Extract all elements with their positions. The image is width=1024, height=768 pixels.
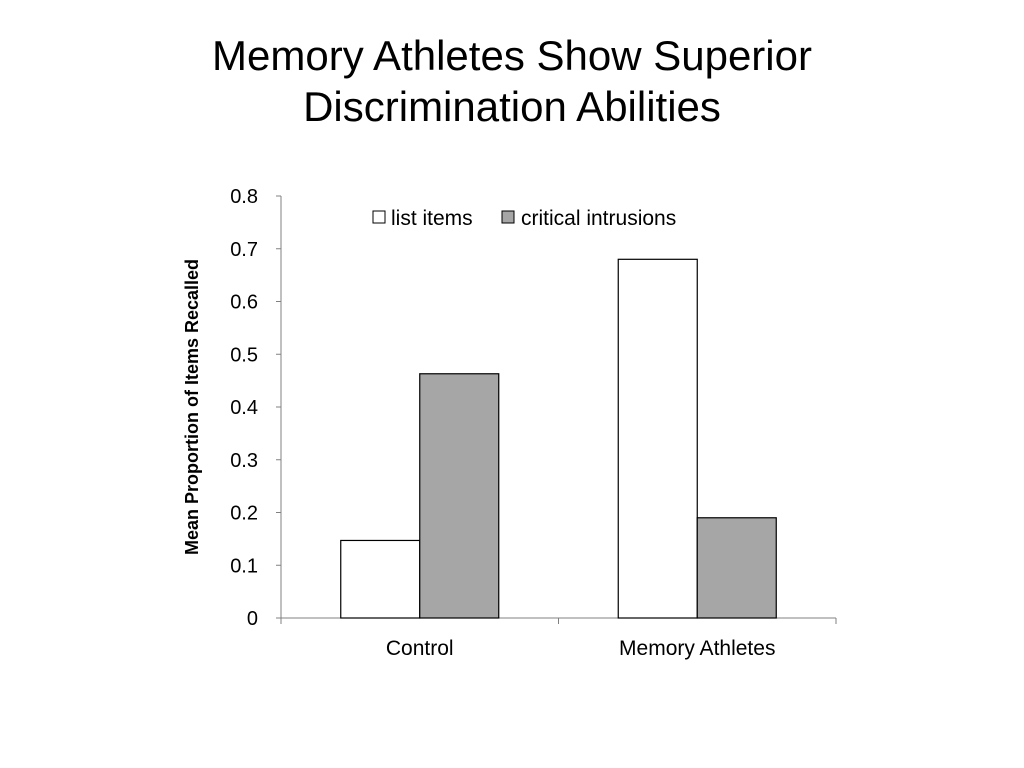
- legend-label: critical intrusions: [521, 207, 676, 230]
- y-axis-label: Mean Proportion of Items Recalled: [182, 259, 202, 555]
- bar-critical-intrusions: [419, 373, 500, 619]
- y-tick-label: 0.6: [230, 292, 258, 314]
- x-category-label: Control: [386, 637, 454, 660]
- slide-title: Memory Athletes Show Superior Discrimina…: [0, 30, 1024, 132]
- legend-swatch: [501, 210, 515, 224]
- slide-title-line-2: Discrimination Abilities: [303, 83, 721, 130]
- y-tick-label: 0.4: [230, 397, 258, 419]
- y-tick-label: 0.3: [230, 450, 258, 472]
- slide-title-line-1: Memory Athletes Show Superior: [212, 32, 812, 79]
- y-axis: 0 0.1 0.2 0.3 0.4 0.5 0.6 0.7 0.8: [230, 186, 282, 630]
- bar-critical-intrusions: [696, 517, 777, 619]
- y-tick-label: 0: [247, 608, 258, 630]
- x-category-label: Memory Athletes: [619, 637, 775, 660]
- y-tick-label: 0.1: [230, 555, 258, 577]
- x-axis: Control Memory Athletes: [280, 617, 837, 660]
- bars: [340, 258, 777, 619]
- y-tick-label: 0.2: [230, 503, 258, 525]
- bar-list-items: [617, 258, 698, 619]
- legend: list items critical intrusions: [372, 207, 676, 230]
- y-tick-label: 0.8: [230, 186, 258, 208]
- y-tick-label: 0.5: [230, 344, 258, 366]
- y-tick-label: 0.7: [230, 239, 258, 261]
- legend-label: list items: [391, 207, 473, 230]
- legend-swatch: [372, 210, 386, 224]
- bar-list-items: [340, 539, 421, 619]
